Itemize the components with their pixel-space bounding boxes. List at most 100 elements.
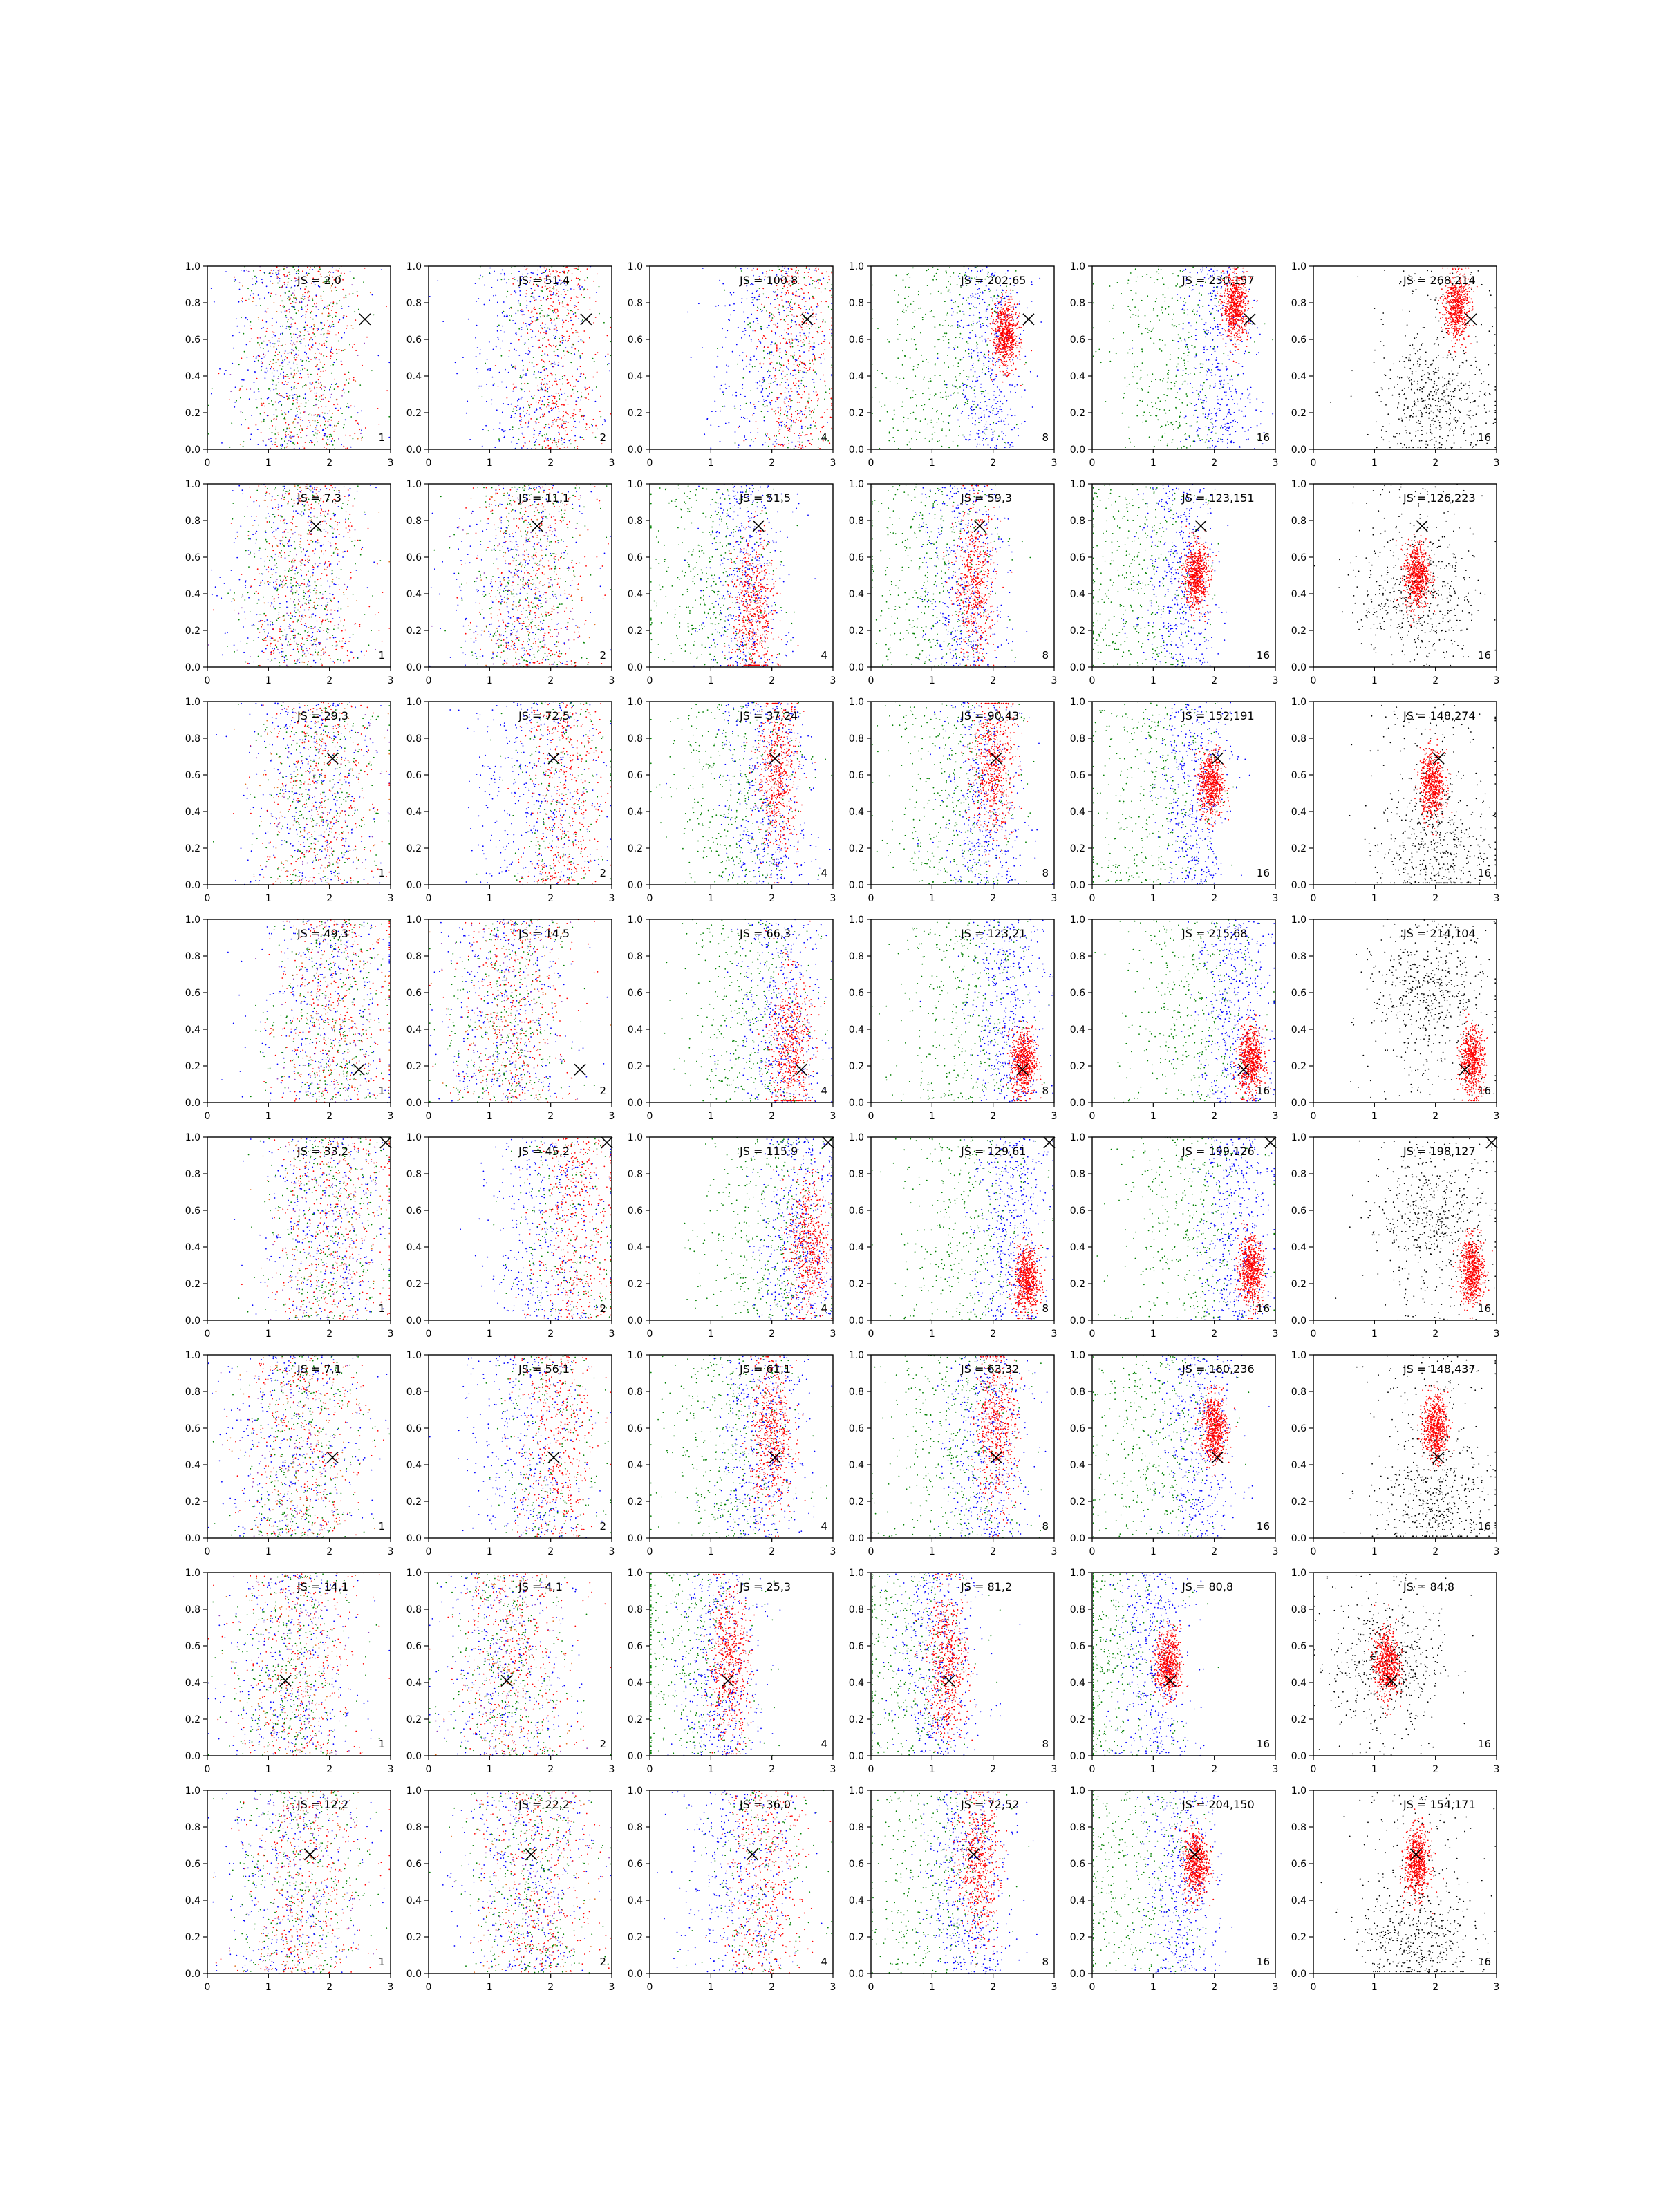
scatter-point [541,409,542,410]
scatter-point [973,315,975,316]
scatter-point [1001,298,1002,299]
scatter-point [274,355,276,356]
scatter-point [959,326,961,327]
scatter-point [573,313,574,315]
scatter-point [1188,355,1189,356]
scatter-point [289,329,290,330]
scatter-point [943,421,944,422]
scatter-point [572,346,573,348]
scatter-point [320,362,321,363]
scatter-point [782,299,783,301]
scatter-point [288,424,289,426]
scatter-point [1011,306,1012,308]
scatter-point [999,389,1000,391]
scatter-point [514,276,515,278]
scatter-point [324,417,325,418]
scatter-point [233,348,234,349]
scatter-point [808,276,809,277]
scatter-point [976,446,977,447]
scatter-point [956,404,957,406]
scatter-point [509,308,510,309]
scatter-point [1013,323,1014,324]
scatter-point [782,306,784,307]
scatter-point [1212,293,1213,294]
scatter-point [1002,330,1004,331]
scatter-point [779,304,780,306]
scatter-point [725,423,727,424]
scatter-point [767,327,768,328]
scatter-point [948,422,949,423]
scatter-point [789,395,791,397]
scatter-point [487,359,488,360]
scatter-point [1018,335,1019,336]
scatter-point [702,347,703,348]
scatter-point [775,332,776,333]
scatter-point [265,310,266,312]
scatter-point [1004,319,1005,321]
scatter-point [788,268,789,270]
scatter-point [1005,292,1006,294]
scatter-point [555,407,556,409]
scatter-point [968,268,969,270]
scatter-point [462,357,464,358]
scatter-point [569,336,570,337]
scatter-point [304,296,306,297]
scatter-point [1011,355,1013,357]
scatter-point [336,312,337,314]
scatter-point [771,378,772,379]
scatter-point [553,335,554,336]
scatter-point [1145,315,1146,317]
scatter-point [343,389,344,391]
scatter-point [574,312,576,314]
scatter-point [800,332,801,334]
scatter-point [831,417,832,418]
scatter-point [341,306,342,307]
scatter-point [1010,290,1011,291]
scatter-point [910,397,912,399]
scatter-point [547,296,548,297]
scatter-point [1003,340,1004,341]
scatter-point [324,390,325,391]
scatter-point [753,404,755,405]
scatter-point [566,304,568,306]
scatter-point [750,432,751,433]
scatter-point [964,313,965,315]
scatter-point [306,311,307,312]
scatter-point [605,356,606,357]
scatter-point [354,311,355,312]
scatter-point [1002,293,1003,294]
scatter-point [791,339,793,340]
scatter-point [242,301,243,303]
scatter-point [970,295,971,297]
scatter-point [714,377,715,378]
scatter-point [1250,323,1252,324]
scatter-point [814,357,816,359]
scatter-point [1014,427,1015,429]
scatter-point [798,366,799,368]
scatter-point [260,337,261,339]
scatter-point [276,311,278,312]
scatter-point [492,377,494,378]
scatter-point [323,371,324,372]
scatter-point [788,443,789,444]
scatter-point [307,426,308,427]
scatter-point [305,306,306,307]
scatter-point [281,345,282,346]
scatter-point [281,362,283,364]
scatter-point [744,396,746,397]
scatter-point [1014,386,1015,388]
scatter-point [324,364,325,365]
scatter-point [571,353,572,354]
scatter-point [756,382,757,383]
scatter-point [986,325,987,326]
scatter-point [338,321,339,323]
scatter-point [1168,377,1169,379]
scatter-point [824,399,825,400]
scatter-point [327,444,328,446]
scatter-point [822,331,823,332]
scatter-point [811,418,812,419]
scatter-point [281,413,283,415]
scatter-point [256,424,257,426]
scatter-point [799,442,800,443]
scatter-point [774,299,776,300]
